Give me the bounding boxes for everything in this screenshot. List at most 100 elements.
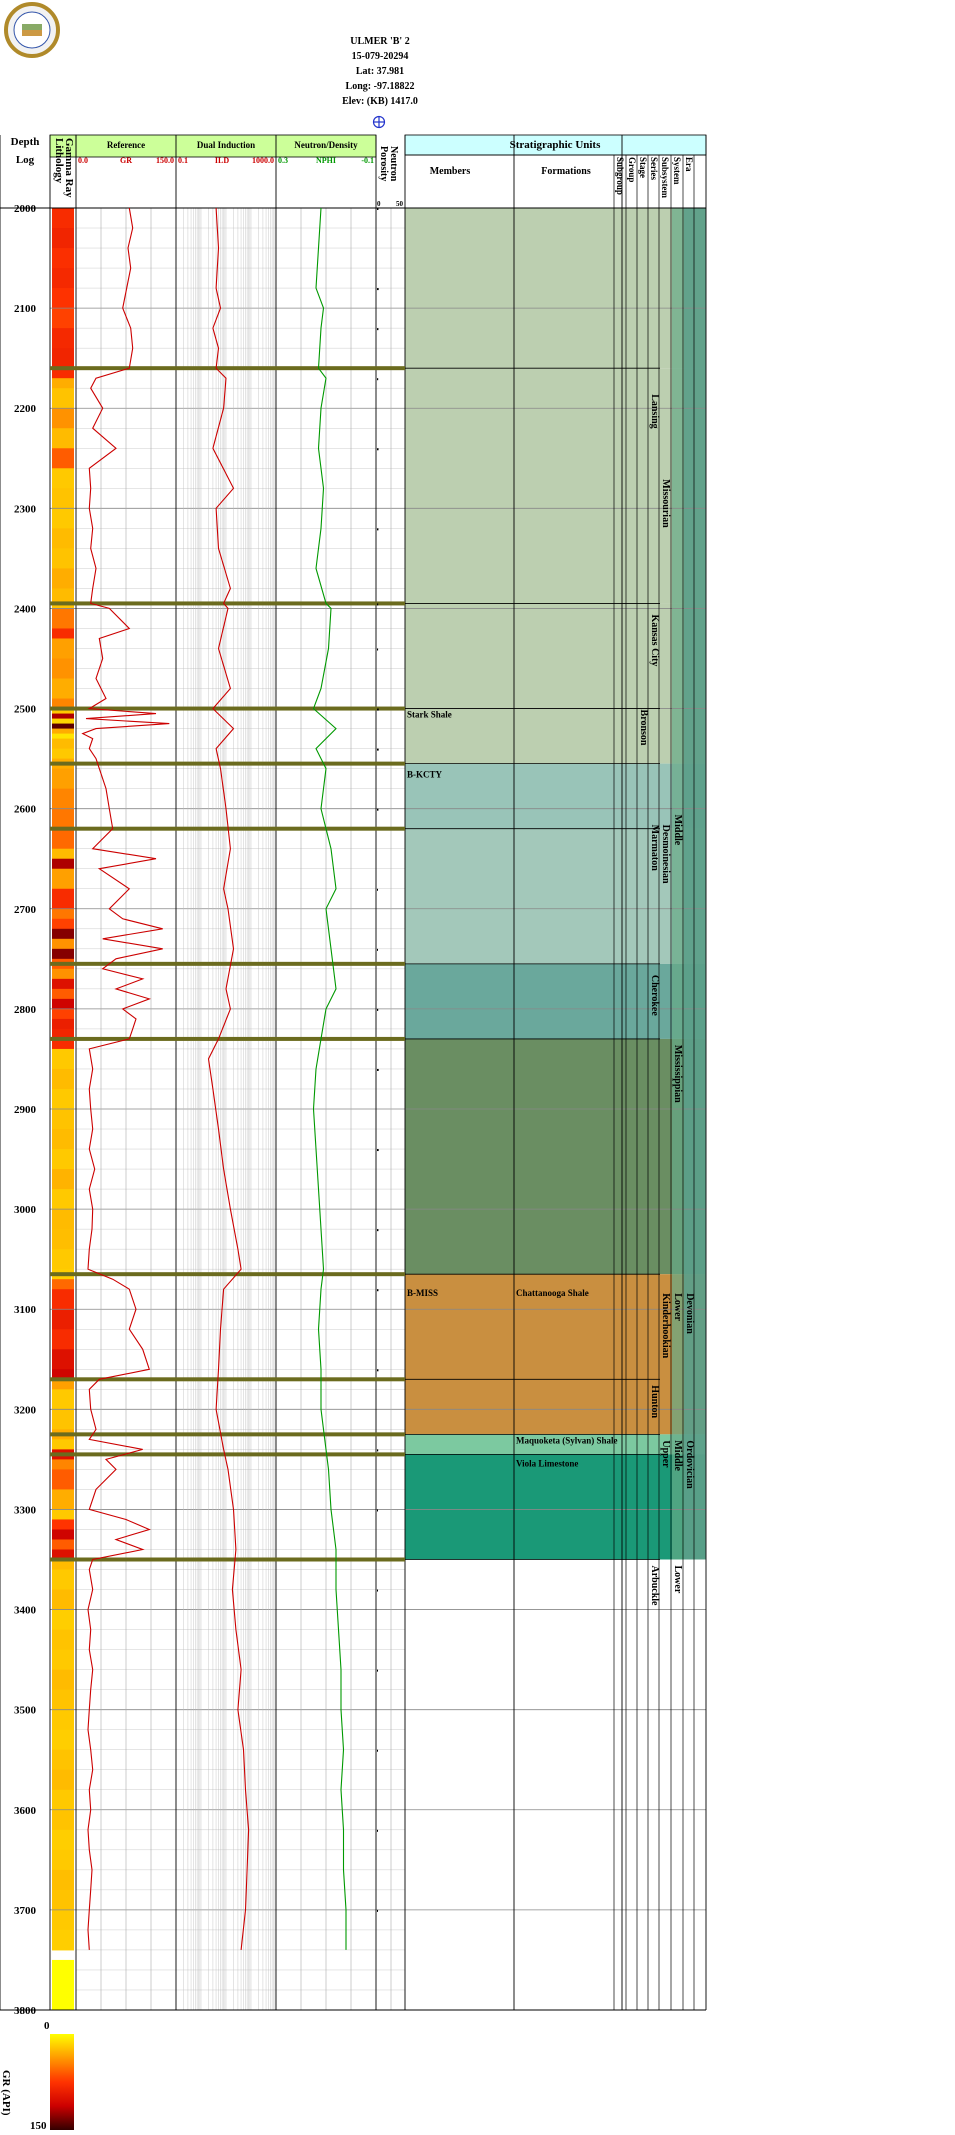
nd-max: -0.1 (361, 156, 374, 165)
porosity-mark-6 (377, 378, 379, 381)
lith-strip-55 (52, 1008, 74, 1020)
lith-strip-9 (52, 378, 74, 389)
por-min: 0 (377, 200, 381, 208)
depth-tick-1: 2100 (14, 303, 37, 315)
lith-strip-100 (52, 1729, 74, 1751)
lith-strip-75 (52, 1349, 74, 1370)
lith-strip-48 (52, 938, 74, 950)
lith-strip-59 (52, 1048, 74, 1070)
lith-strip-13 (52, 448, 74, 469)
lith-strip-109 (52, 1909, 74, 1931)
lith-strip-85 (52, 1489, 74, 1510)
well-header: ULMER 'B' 2 15-079-20294 Lat: 37.981 Lon… (0, 0, 955, 130)
lith-strip-60 (52, 1068, 74, 1090)
lith-strip-90 (52, 1549, 74, 1560)
lith-strip-105 (52, 1829, 74, 1851)
lith-strip-10 (52, 388, 74, 409)
lith-strip-34 (52, 738, 74, 750)
ild-curve (207, 207, 250, 1950)
lith-strip-16 (52, 508, 74, 529)
lith-strip-96 (52, 1649, 74, 1671)
porosity-header: Porosity (378, 146, 389, 181)
crosshair-circle-icon[interactable] (372, 115, 386, 129)
formation-top-10 (50, 1452, 405, 1457)
lith-strip-65 (52, 1169, 74, 1190)
kgs-seal-logo (4, 2, 60, 58)
strat-label-0: Lansing (649, 394, 660, 428)
lith-strip-63 (52, 1129, 74, 1150)
rank-header-subgroup: Subgroup (615, 157, 625, 195)
legend-color-bar (50, 2034, 74, 2130)
porosity-mark-42 (377, 1589, 378, 1592)
depth-tick-9: 2900 (14, 1104, 37, 1116)
lith-strip-14 (52, 468, 74, 489)
strat-label-3: Bronson (638, 710, 649, 746)
strat-label-7: Cherokee (649, 975, 660, 1016)
lith-strip-28 (52, 708, 74, 715)
lith-strip-44 (52, 888, 74, 910)
porosity-mark-40 (377, 1509, 378, 1512)
lith-strip-106 (52, 1849, 74, 1871)
lith-strip-95 (52, 1629, 74, 1651)
nphi-curve (312, 207, 347, 1950)
formation-top-8 (50, 1377, 405, 1382)
gr-curve (81, 207, 170, 1950)
lith-strip-19 (52, 568, 74, 589)
strat-fill-7 (405, 1274, 705, 1435)
lith-strip-4 (52, 288, 74, 309)
lith-strip-32 (52, 728, 74, 735)
porosity-mark-16 (377, 708, 379, 711)
gamma-ray-header: Gamma Ray (63, 138, 75, 198)
lith-strip-66 (52, 1189, 74, 1210)
strat-label-12: Hunton (649, 1385, 660, 1418)
lith-strip-42 (52, 858, 74, 870)
porosity-mark-12 (377, 603, 379, 606)
formations-header: Formations (541, 166, 591, 177)
lith-strip-72 (52, 1289, 74, 1310)
gr-color-legend: 0 150 GR (API) (0, 2020, 120, 2135)
lith-strip-18 (52, 548, 74, 569)
reference-curve: GR (120, 156, 132, 165)
well-api: 15-079-20294 (351, 51, 409, 62)
lith-strip-97 (52, 1669, 74, 1691)
well-long: Long: -97.18822 (345, 81, 415, 92)
dual-max: 1000.0 (252, 156, 274, 165)
lith-strip-92 (52, 1569, 74, 1591)
depth-tick-6: 2600 (14, 804, 37, 816)
nd-min: 0.3 (278, 156, 288, 165)
depth-tick-15: 3500 (14, 1705, 37, 1717)
lith-strip-6 (52, 328, 74, 349)
porosity-mark-48 (377, 1829, 378, 1832)
well-elev: Elev: (KB) 1417.0 (342, 96, 418, 107)
lith-strip-21 (52, 603, 74, 609)
formation-top-4 (50, 826, 405, 831)
lith-strip-41 (52, 848, 74, 860)
lith-strip-8 (52, 368, 74, 379)
strat-label-2: Missourian (660, 479, 671, 528)
lith-strip-69 (52, 1249, 74, 1270)
porosity-mark-10 (377, 528, 379, 531)
strat-label-11: Devonian (684, 1293, 695, 1334)
porosity-mark-36 (377, 1369, 379, 1372)
formation-top-7 (50, 1272, 405, 1277)
lith-strip-101 (52, 1749, 74, 1771)
formation-label-0: Chattanooga Shale (516, 1288, 589, 1298)
dual-curve: ILD (215, 156, 229, 165)
porosity-mark-34 (377, 1289, 379, 1292)
lith-strip-102 (52, 1769, 74, 1791)
depth-tick-16: 3600 (14, 1805, 37, 1817)
lith-strip-35 (52, 748, 74, 760)
lith-strip-86 (52, 1509, 74, 1520)
legend-title: GR (API) (0, 2070, 12, 2116)
depth-tick-2: 2200 (14, 403, 37, 415)
strat-fill-6 (405, 1038, 705, 1275)
depth-tick-4: 2400 (14, 603, 37, 615)
lith-strip-3 (52, 268, 74, 289)
lith-strip-83 (52, 1459, 74, 1470)
lith-strip-54 (52, 998, 74, 1010)
strat-label-17: Lower (672, 1566, 683, 1594)
formation-top-2 (50, 706, 405, 711)
legend-max-label: 150 (30, 2120, 47, 2132)
strat-label-13: Upper (660, 1440, 671, 1468)
